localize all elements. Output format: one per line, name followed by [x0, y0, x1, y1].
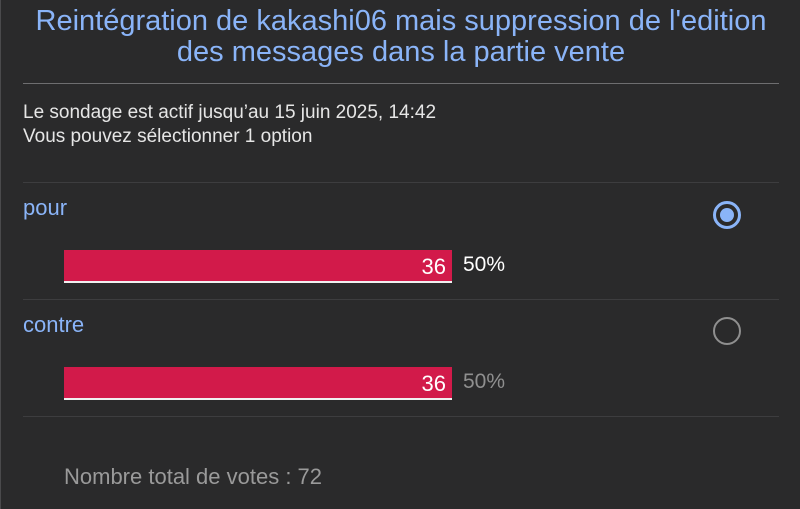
option-vote-count-pour: 36: [421, 254, 446, 279]
option-radio-pour[interactable]: [713, 201, 741, 229]
total-votes: Nombre total de votes : 72: [64, 464, 323, 489]
option-divider: [23, 416, 779, 417]
option-bar-fill-contre: 36: [64, 367, 452, 400]
option-label-contre[interactable]: contre: [23, 312, 85, 337]
option-radio-contre[interactable]: [713, 317, 741, 345]
option-label-pour[interactable]: pour: [23, 195, 68, 220]
poll-title: Reintégration de kakashi06 mais suppress…: [35, 5, 767, 68]
option-divider: [23, 299, 779, 300]
option-bar-fill-pour: 36: [64, 250, 452, 283]
option-percent-pour: 50%: [463, 253, 506, 276]
title-divider: [23, 83, 779, 84]
option-divider: [23, 182, 779, 183]
poll-active-until: Le sondage est actif jusqu’au 15 juin 20…: [23, 102, 437, 123]
poll-selection-hint: Vous pouvez sélectionner 1 option: [23, 126, 313, 147]
option-percent-contre: 50%: [463, 370, 506, 393]
option-bar-pour: 36: [64, 250, 452, 283]
option-bar-contre: 36: [64, 367, 452, 400]
option-vote-count-contre: 36: [421, 371, 446, 396]
